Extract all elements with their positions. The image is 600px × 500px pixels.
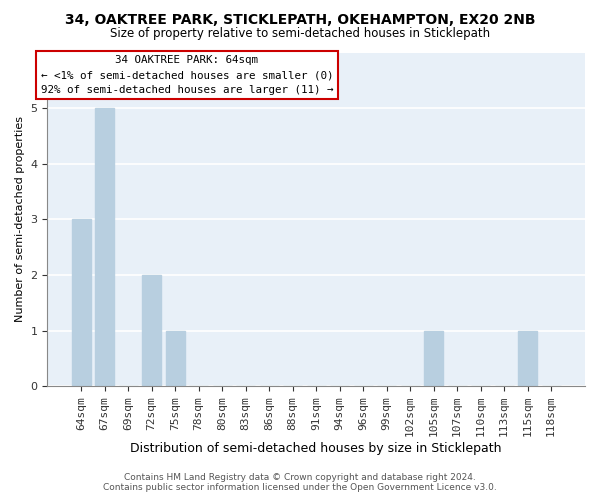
Bar [518, 330, 537, 386]
Bar [142, 275, 161, 386]
Bar [166, 330, 185, 386]
Bar [95, 108, 114, 386]
Text: 34 OAKTREE PARK: 64sqm
← <1% of semi-detached houses are smaller (0)
92% of semi: 34 OAKTREE PARK: 64sqm ← <1% of semi-det… [41, 56, 333, 95]
Bar [424, 330, 443, 386]
X-axis label: Distribution of semi-detached houses by size in Sticklepath: Distribution of semi-detached houses by … [130, 442, 502, 455]
Text: Contains HM Land Registry data © Crown copyright and database right 2024.
Contai: Contains HM Land Registry data © Crown c… [103, 473, 497, 492]
Text: 34, OAKTREE PARK, STICKLEPATH, OKEHAMPTON, EX20 2NB: 34, OAKTREE PARK, STICKLEPATH, OKEHAMPTO… [65, 12, 535, 26]
Y-axis label: Number of semi-detached properties: Number of semi-detached properties [15, 116, 25, 322]
Text: Size of property relative to semi-detached houses in Sticklepath: Size of property relative to semi-detach… [110, 28, 490, 40]
Bar [72, 220, 91, 386]
